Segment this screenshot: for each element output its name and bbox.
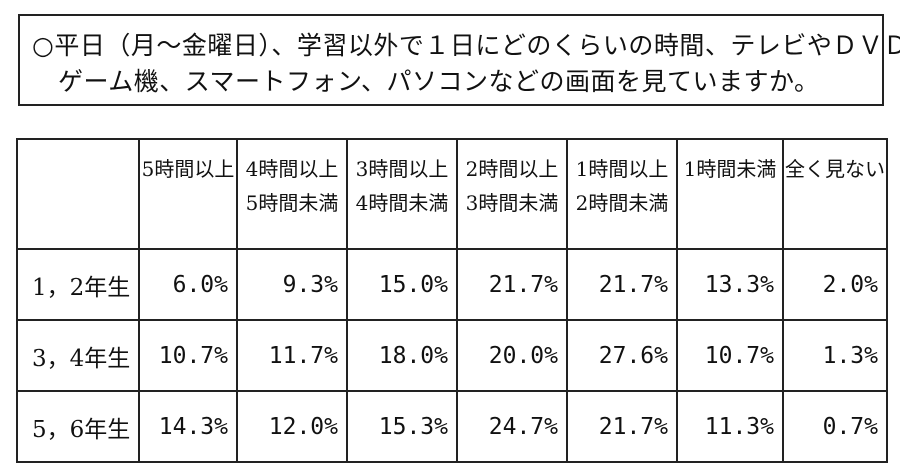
table-cell: 6.0%	[138, 248, 238, 321]
column-header-line: 4時間以上	[245, 157, 339, 181]
table-cell: 21.7%	[566, 248, 678, 321]
column-header: 1時間以上 2時間未満	[566, 138, 678, 250]
column-header: 3時間以上 4時間未満	[346, 138, 458, 250]
table-cell: 20.0%	[456, 319, 568, 392]
column-header: 5時間以上	[138, 138, 238, 250]
table-cell: 0.7%	[782, 390, 888, 463]
column-header-line: 3時間未満	[465, 191, 559, 215]
table-cell: 15.0%	[346, 248, 458, 321]
table-cell: 24.7%	[456, 390, 568, 463]
table-cell: 21.7%	[456, 248, 568, 321]
column-header-line: 4時間未満	[355, 191, 449, 215]
table-cell: 10.7%	[138, 319, 238, 392]
row-label: 5，6年生	[16, 390, 140, 463]
column-header: 4時間以上 5時間未満	[236, 138, 348, 250]
question-box: ○平日（月～金曜日）、学習以外で１日にどのくらいの時間、テレビやＤＶＤ、 ゲーム…	[18, 14, 900, 106]
header-row: 5時間以上 4時間以上 5時間未満 3時間以上 4時間未満 2時間以上 3時間未…	[16, 138, 888, 250]
table-cell: 14.3%	[138, 390, 238, 463]
column-header-line: 3時間以上	[355, 157, 449, 181]
table-cell: 9.3%	[236, 248, 348, 321]
table-cell: 21.7%	[566, 390, 678, 463]
column-header: 2時間以上 3時間未満	[456, 138, 568, 250]
table-cell: 11.3%	[676, 390, 784, 463]
column-header-line: 全く見ない	[785, 157, 885, 181]
table-cell: 10.7%	[676, 319, 784, 392]
table-cell: 27.6%	[566, 319, 678, 392]
question-line-2: ゲーム機、スマートフォン、パソコンなどの画面を見ていますか。	[58, 67, 820, 96]
column-header-line: 2時間未満	[575, 191, 669, 215]
table-row: 1，2年生 6.0% 9.3% 15.0% 21.7% 21.7% 13.3% …	[16, 248, 888, 321]
column-header-line: 5時間以上	[141, 157, 235, 181]
table-cell: 13.3%	[676, 248, 784, 321]
column-header-line: 1時間未満	[683, 157, 777, 181]
table-row: 3，4年生 10.7% 11.7% 18.0% 20.0% 27.6% 10.7…	[16, 319, 888, 392]
row-label: 3，4年生	[16, 319, 140, 392]
table-row: 5，6年生 14.3% 12.0% 15.3% 24.7% 21.7% 11.3…	[16, 390, 888, 463]
screen-time-table: 5時間以上 4時間以上 5時間未満 3時間以上 4時間未満 2時間以上 3時間未…	[16, 138, 888, 463]
column-header: 全く見ない	[782, 138, 888, 250]
table-cell: 11.7%	[236, 319, 348, 392]
table-cell: 2.0%	[782, 248, 888, 321]
table-cell: 15.3%	[346, 390, 458, 463]
column-header-line: 5時間未満	[245, 191, 339, 215]
column-header-line: 2時間以上	[465, 157, 559, 181]
table-cell: 18.0%	[346, 319, 458, 392]
table-cell: 1.3%	[782, 319, 888, 392]
corner-cell	[16, 138, 140, 250]
row-label: 1，2年生	[16, 248, 140, 321]
table-cell: 12.0%	[236, 390, 348, 463]
question-line-1: ○平日（月～金曜日）、学習以外で１日にどのくらいの時間、テレビやＤＶＤ、	[32, 31, 900, 60]
column-header: 1時間未満	[676, 138, 784, 250]
column-header-line: 1時間以上	[575, 157, 669, 181]
